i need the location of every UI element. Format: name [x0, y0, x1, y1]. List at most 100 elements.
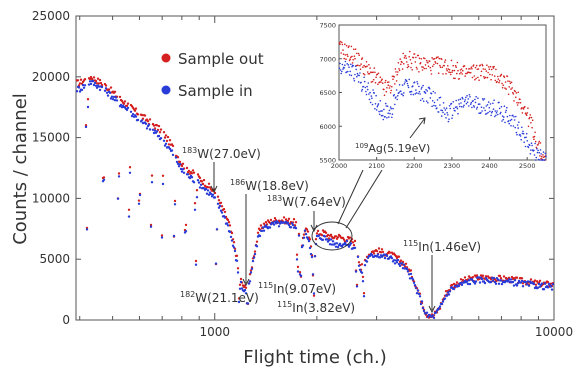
inset-data-point — [490, 68, 493, 71]
data-point — [397, 262, 401, 266]
inset-data-point — [395, 89, 398, 91]
inset-data-point — [403, 63, 405, 65]
inset-data-point — [498, 81, 500, 84]
data-point — [549, 285, 553, 288]
inset-data-point — [489, 103, 492, 105]
series-sample-out — [75, 75, 555, 319]
arrowhead-in-146 — [428, 305, 436, 314]
inset-data-point — [396, 98, 399, 101]
data-point — [543, 282, 547, 285]
data-point — [76, 79, 80, 82]
data-point — [282, 216, 286, 219]
data-point — [88, 77, 92, 81]
inset-data-point — [493, 99, 495, 101]
inset-annotation-ag: 109Ag(5.19eV) — [355, 142, 430, 155]
inset-data-point — [531, 119, 534, 121]
data-point — [227, 221, 231, 224]
inset-data-point — [448, 105, 451, 107]
inset-data-point — [363, 80, 366, 83]
inset-data-point — [501, 120, 503, 122]
inset-data-point — [484, 68, 486, 70]
data-point — [171, 144, 175, 148]
inset-data-point — [516, 101, 518, 104]
data-point — [420, 300, 424, 303]
inset-data-point — [359, 72, 361, 74]
inset-data-point — [500, 105, 503, 108]
data-point — [421, 306, 425, 310]
data-point — [199, 183, 203, 186]
inset-data-point — [446, 69, 449, 72]
data-point — [520, 279, 524, 283]
inset-data-point — [369, 71, 372, 73]
data-point — [249, 271, 253, 274]
inset-data-point — [389, 112, 391, 115]
data-point — [440, 302, 444, 306]
data-point — [238, 287, 242, 290]
inset-data-point — [387, 112, 390, 114]
inset-data-point — [363, 76, 365, 79]
data-point — [198, 186, 202, 189]
data-point — [138, 193, 142, 197]
inset-data-point — [476, 106, 479, 109]
inset-data-point — [354, 48, 357, 50]
inset-data-point — [525, 136, 527, 139]
data-point — [378, 256, 382, 259]
data-point — [385, 254, 389, 258]
inset-data-point — [477, 68, 480, 70]
inset-data-point — [417, 92, 420, 95]
inset-data-point — [480, 74, 482, 77]
inset-data-point — [342, 53, 345, 55]
data-point — [515, 276, 519, 279]
data-point — [157, 134, 161, 138]
inset-data-point — [468, 71, 471, 74]
inset-data-point — [445, 117, 447, 119]
data-point — [447, 293, 451, 296]
inset-data-point — [454, 110, 456, 112]
data-point — [137, 202, 141, 205]
data-point — [143, 114, 147, 117]
data-point — [277, 225, 281, 228]
inset-data-point — [406, 80, 408, 82]
inset-data-point — [492, 108, 495, 110]
inset-data-point — [425, 67, 427, 70]
data-point — [455, 281, 459, 284]
inset-data-point — [380, 114, 383, 117]
inset-data-point — [451, 117, 453, 119]
inset-data-point — [433, 58, 436, 60]
inset-data-point — [421, 69, 424, 71]
inset-data-point — [383, 94, 386, 96]
data-point — [243, 288, 247, 292]
data-point — [255, 240, 259, 243]
data-point — [195, 189, 199, 192]
inset-data-point — [344, 43, 346, 45]
data-point — [550, 288, 554, 291]
inset-data-point — [534, 142, 536, 145]
data-point — [397, 255, 401, 258]
data-point — [372, 252, 376, 255]
data-point — [102, 176, 106, 179]
inset-data-point — [537, 144, 539, 146]
inset-data-point — [508, 86, 511, 88]
inset-data-point — [481, 64, 484, 67]
y-tick-label: 5000 — [39, 252, 70, 266]
data-point — [97, 82, 101, 85]
data-point — [213, 191, 217, 195]
data-point — [393, 262, 397, 265]
inset-data-point — [516, 104, 519, 106]
inset-data-point — [430, 73, 433, 75]
data-point — [215, 228, 219, 231]
inset-data-point — [440, 115, 443, 117]
data-point — [471, 276, 475, 279]
inset-data-point — [439, 96, 442, 99]
inset-data-point — [384, 115, 386, 118]
inset-data-point — [351, 62, 354, 64]
data-point — [105, 91, 109, 95]
inset-data-point — [478, 103, 481, 105]
inset-data-point — [527, 107, 529, 109]
inset-data-point — [505, 109, 508, 112]
inset-data-point — [470, 66, 473, 68]
inset-data-point — [447, 120, 450, 123]
data-point — [546, 286, 550, 289]
inset-data-point — [401, 93, 403, 96]
data-point — [313, 255, 317, 258]
